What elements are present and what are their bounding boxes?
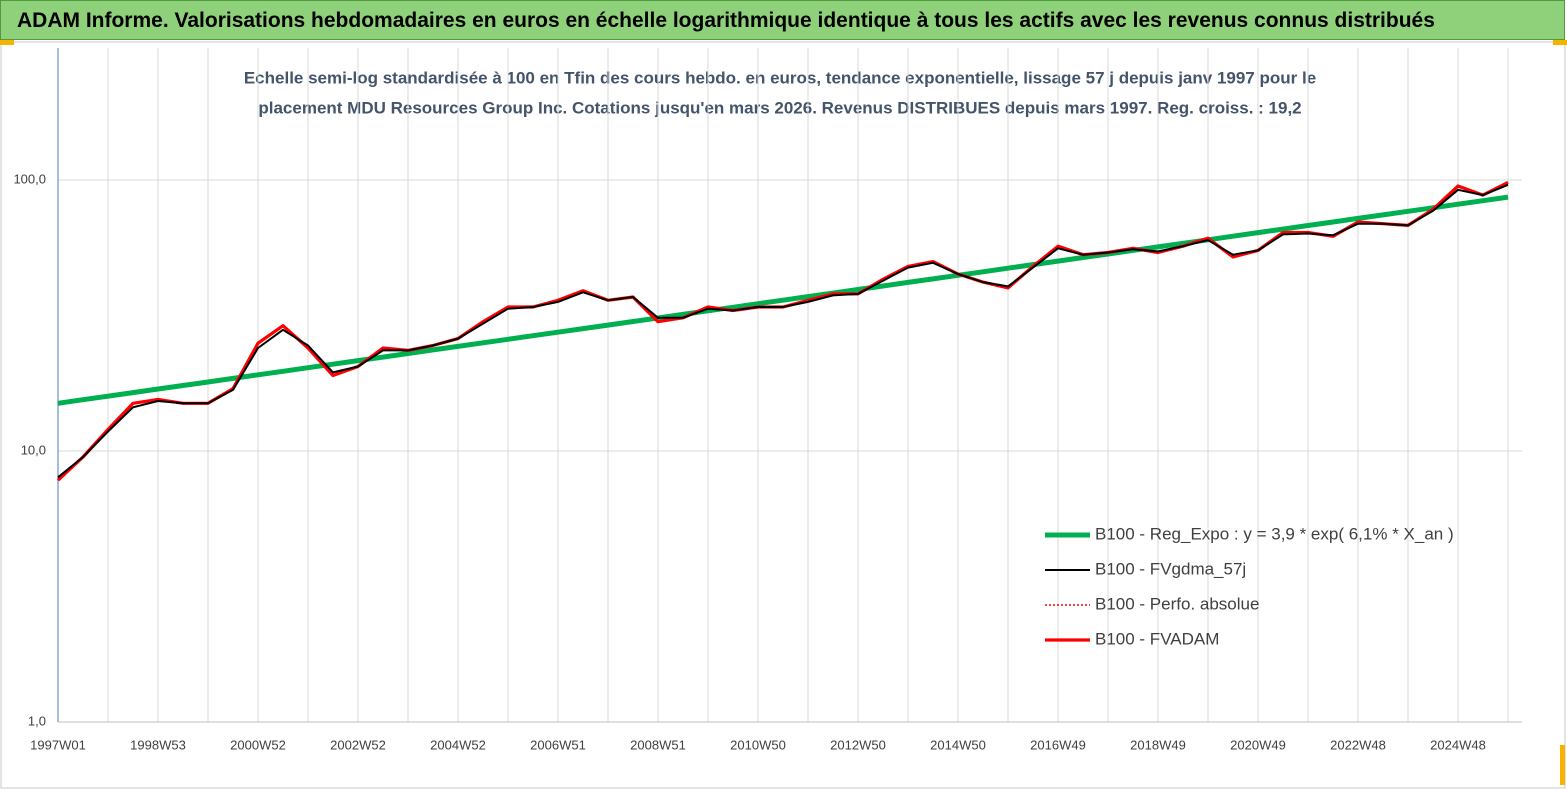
corner [1560, 745, 1565, 785]
corner [0, 40, 14, 45]
x-tick-label: 2010W50 [730, 737, 786, 752]
x-tick-label: 1998W53 [130, 737, 186, 752]
banner-title: ADAM Informe. Valorisations hebdomadaire… [0, 0, 1565, 40]
x-tick-label: 2022W48 [1330, 737, 1386, 752]
x-tick-label: 2012W50 [830, 737, 886, 752]
x-tick-label: 2004W52 [430, 737, 486, 752]
x-tick-label: 2008W51 [630, 737, 686, 752]
corner [1553, 40, 1567, 45]
legend-label: B100 - FVADAM [1095, 629, 1219, 648]
x-tick-label: 2002W52 [330, 737, 386, 752]
legend-label: B100 - Perfo. absolue [1095, 594, 1259, 613]
chart-title: placement MDU Resources Group Inc. Cotat… [258, 98, 1301, 117]
x-tick-label: 1997W01 [30, 737, 86, 752]
x-tick-label: 2000W52 [230, 737, 286, 752]
legend-label: B100 - Reg_Expo : y = 3,9 * exp( 6,1% * … [1095, 524, 1454, 543]
y-tick-label: 1,0 [28, 713, 46, 728]
series-line [57, 183, 1509, 479]
y-tick-label: 10,0 [21, 442, 46, 457]
x-tick-label: 2014W50 [930, 737, 986, 752]
chart-title: Echelle semi-log standardisée à 100 en T… [244, 68, 1316, 87]
x-tick-label: 2020W49 [1230, 737, 1286, 752]
x-tick-label: 2016W49 [1030, 737, 1086, 752]
series-line [57, 194, 1509, 406]
y-tick-label: 100,0 [13, 171, 46, 186]
chart-frame [0, 41, 1566, 789]
legend-label: B100 - FVgdma_57j [1095, 559, 1246, 578]
x-tick-label: 2024W48 [1430, 737, 1486, 752]
x-tick-label: 2006W51 [530, 737, 586, 752]
x-tick-label: 2018W49 [1130, 737, 1186, 752]
